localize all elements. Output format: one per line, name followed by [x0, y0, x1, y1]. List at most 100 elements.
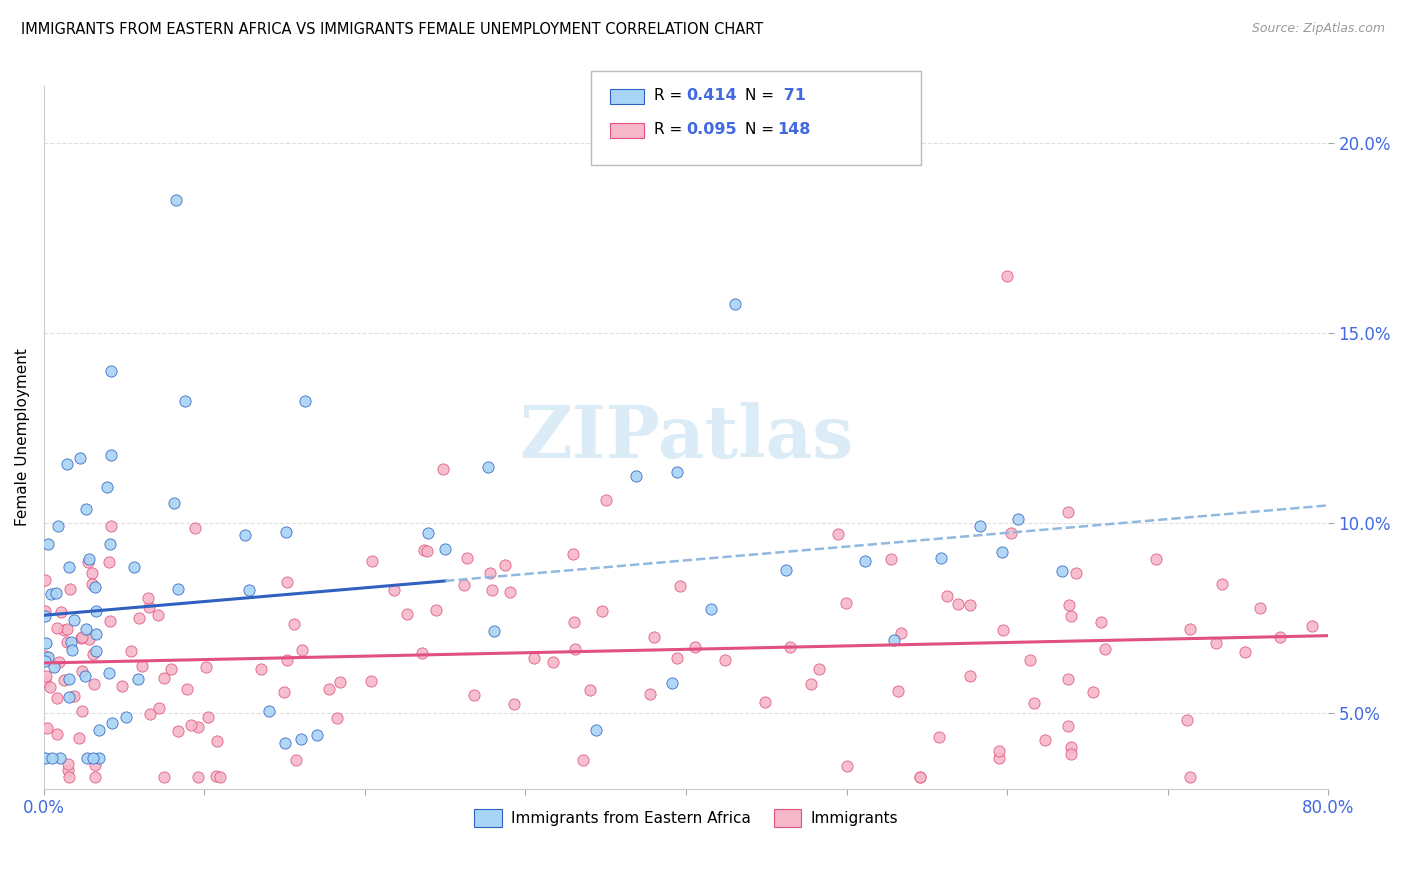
- Point: [197, 710, 219, 724]
- Point: [35, 635, 58, 649]
- Point: [291, 642, 314, 657]
- Text: Source: ZipAtlas.com: Source: ZipAtlas.com: [1251, 22, 1385, 36]
- Point: [396, 607, 419, 621]
- Point: [276, 653, 298, 667]
- Point: [305, 728, 328, 742]
- Point: [482, 624, 505, 638]
- Point: [754, 695, 776, 709]
- Point: [1050, 564, 1073, 578]
- Point: [46, 622, 69, 636]
- Point: [779, 640, 801, 655]
- Point: [434, 542, 457, 557]
- Point: [643, 630, 665, 644]
- Point: [34, 604, 56, 618]
- Point: [290, 732, 312, 747]
- Point: [948, 597, 970, 611]
- Point: [425, 603, 447, 617]
- Point: [578, 683, 600, 698]
- Point: [97, 665, 120, 680]
- Point: [326, 711, 349, 725]
- Point: [463, 689, 485, 703]
- Point: [86, 626, 108, 640]
- Text: N =: N =: [745, 122, 779, 136]
- Point: [1211, 577, 1233, 591]
- Point: [1205, 636, 1227, 650]
- Point: [146, 607, 169, 622]
- Point: [34, 674, 56, 689]
- Point: [668, 579, 690, 593]
- Point: [1056, 505, 1078, 519]
- Point: [152, 770, 174, 784]
- Point: [208, 770, 231, 784]
- Point: [53, 623, 76, 637]
- Point: [45, 727, 67, 741]
- Point: [56, 635, 79, 649]
- Point: [80, 577, 103, 591]
- Point: [76, 555, 98, 569]
- Point: [58, 672, 80, 686]
- Point: [1019, 652, 1042, 666]
- Point: [1301, 619, 1323, 633]
- Point: [100, 449, 122, 463]
- Point: [80, 566, 103, 580]
- Point: [152, 671, 174, 685]
- Point: [76, 751, 98, 765]
- Point: [63, 689, 86, 703]
- Point: [1007, 512, 1029, 526]
- Point: [1060, 747, 1083, 762]
- Point: [82, 648, 104, 662]
- Point: [807, 661, 830, 675]
- Point: [273, 684, 295, 698]
- Point: [1064, 566, 1087, 580]
- Point: [361, 553, 384, 567]
- Point: [1270, 630, 1292, 644]
- Point: [131, 659, 153, 673]
- Point: [180, 718, 202, 732]
- Point: [564, 642, 586, 657]
- Point: [72, 664, 94, 678]
- Point: [988, 743, 1011, 757]
- Point: [274, 524, 297, 539]
- Y-axis label: Female Unemployment: Female Unemployment: [15, 349, 30, 526]
- Point: [1178, 622, 1201, 636]
- Point: [38, 681, 60, 695]
- Point: [827, 527, 849, 541]
- Point: [700, 601, 723, 615]
- Point: [1234, 645, 1257, 659]
- Point: [77, 552, 100, 566]
- Point: [1000, 526, 1022, 541]
- Point: [523, 651, 546, 665]
- Point: [70, 631, 93, 645]
- Point: [124, 559, 146, 574]
- Point: [41, 587, 63, 601]
- Point: [665, 465, 688, 479]
- Point: [713, 653, 735, 667]
- Text: 0.414: 0.414: [686, 88, 737, 103]
- Point: [503, 697, 526, 711]
- Point: [835, 596, 858, 610]
- Point: [45, 586, 67, 600]
- Point: [562, 547, 585, 561]
- Point: [195, 659, 218, 673]
- Point: [284, 753, 307, 767]
- Point: [69, 451, 91, 466]
- Point: [384, 582, 406, 597]
- Point: [453, 578, 475, 592]
- Point: [176, 681, 198, 696]
- Point: [136, 591, 159, 605]
- Point: [1178, 770, 1201, 784]
- Point: [34, 574, 56, 588]
- Point: [411, 646, 433, 660]
- Text: ZIPatlas: ZIPatlas: [519, 402, 853, 473]
- Point: [89, 723, 111, 737]
- Point: [83, 677, 105, 691]
- Point: [37, 537, 59, 551]
- Point: [685, 640, 707, 654]
- Point: [34, 609, 56, 624]
- Point: [990, 545, 1012, 559]
- Point: [959, 668, 981, 682]
- Point: [56, 457, 79, 471]
- Point: [1094, 642, 1116, 657]
- Point: [1249, 601, 1271, 615]
- Point: [416, 543, 439, 558]
